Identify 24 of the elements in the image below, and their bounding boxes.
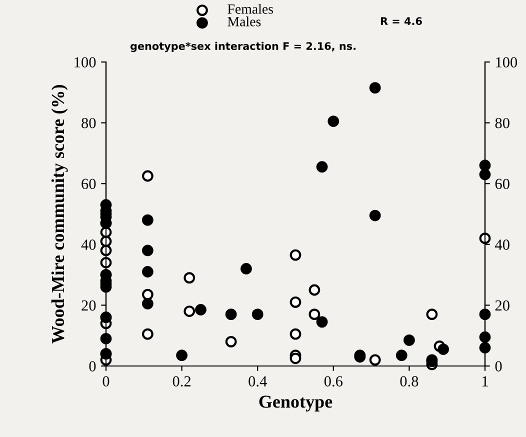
y-tick-label: 100 xyxy=(74,57,96,68)
y-tick-label: 80 xyxy=(82,118,96,128)
y2-tick-label: 80 xyxy=(495,118,510,128)
x-tick-label: 1 xyxy=(482,376,488,386)
y-tick-label: 60 xyxy=(82,178,96,190)
y-tick-label: 0 xyxy=(89,361,96,372)
text: genotype*sex interaction F = 2.16, ns. xyxy=(130,42,356,52)
y2-tick-label: 40 xyxy=(495,240,510,250)
y2-tick-label: 100 xyxy=(496,57,518,68)
y2-tick-label: 0 xyxy=(495,361,502,372)
legend-label: Females xyxy=(228,4,274,14)
text: R = 4.6 xyxy=(380,17,422,26)
y-tick-label: 20 xyxy=(82,300,96,311)
x-tick-label: 0 xyxy=(102,376,110,386)
x-tick-label: 0.6 xyxy=(324,376,342,387)
y2-tick-label: 20 xyxy=(495,300,510,311)
legend-label: Males xyxy=(228,16,261,26)
x-tick-label: 0.2 xyxy=(172,376,191,387)
y-tick-label: 40 xyxy=(81,240,96,250)
x-axis-title: Genotype xyxy=(259,396,332,412)
y2-tick-label: 60 xyxy=(495,178,510,190)
x-tick-label: 0.4 xyxy=(248,376,267,387)
y-axis-title: Wood-Mire community score (%) xyxy=(51,84,68,344)
x-tick-label: 0.8 xyxy=(400,376,418,387)
